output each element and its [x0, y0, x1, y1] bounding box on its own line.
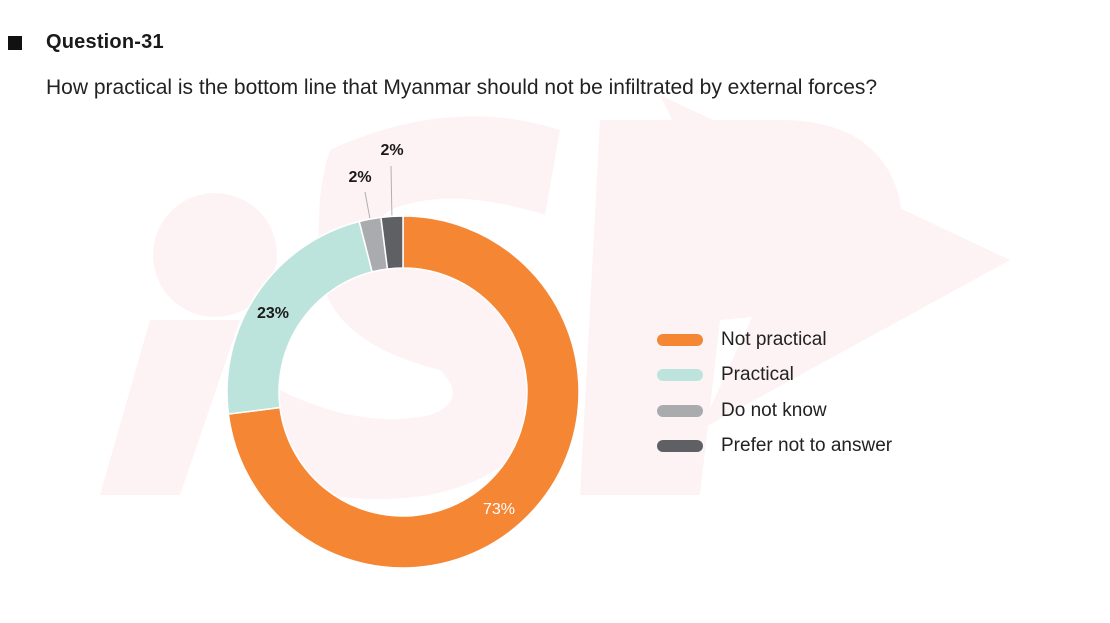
- data-label: 2%: [348, 169, 371, 186]
- chart-legend: Not practical Practical Do not know Prefer …: [657, 322, 892, 464]
- legend-swatch: [657, 404, 703, 417]
- slice-prefer-not-to-answer: [380, 215, 404, 270]
- legend-item: Not practical: [657, 322, 892, 358]
- question-text: How practical is the bottom line that My…: [46, 76, 878, 99]
- bullet-square-icon: [8, 35, 22, 50]
- question-number: Question-31: [46, 31, 164, 53]
- legend-item: Do not know: [657, 393, 892, 429]
- legend-label: Practical: [721, 364, 794, 386]
- slice-practical: [226, 220, 374, 415]
- data-label: 73%: [483, 501, 515, 518]
- legend-swatch: [657, 440, 703, 453]
- question-header: Question-31: [8, 31, 164, 54]
- data-label: 2%: [380, 142, 403, 159]
- leader-line: [364, 191, 371, 219]
- legend-item: Prefer not to answer: [657, 429, 892, 465]
- legend-label: Not practical: [721, 328, 827, 350]
- slice-not-practical: [227, 215, 580, 569]
- legend-label: Prefer not to answer: [721, 435, 893, 457]
- data-label: 23%: [257, 305, 289, 322]
- legend-swatch: [657, 333, 703, 346]
- legend-item: Practical: [657, 358, 892, 394]
- leader-line: [390, 165, 393, 216]
- legend-label: Do not know: [721, 399, 827, 421]
- legend-swatch: [657, 369, 703, 382]
